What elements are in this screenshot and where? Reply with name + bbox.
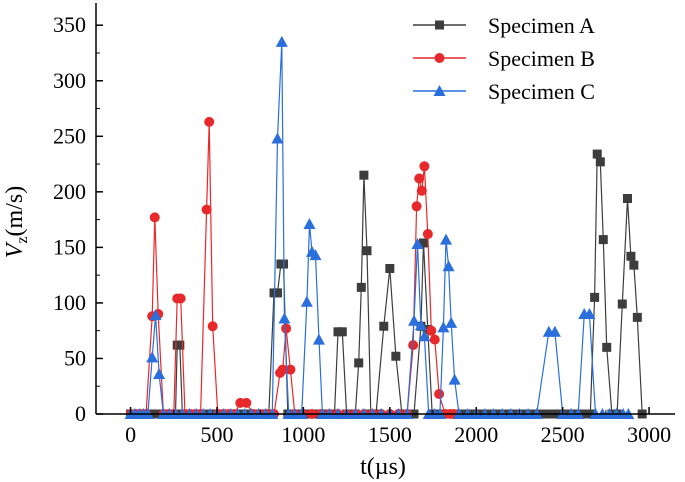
y-tick-label: 300 (53, 68, 86, 93)
legend-marker (435, 20, 444, 30)
data-point (416, 185, 427, 196)
data-point (548, 325, 561, 337)
x-tick-label: 1500 (368, 422, 412, 447)
legend-label: Specimen B (488, 46, 595, 71)
data-point (272, 288, 282, 298)
y-tick-label: 0 (75, 401, 86, 426)
data-point (207, 321, 218, 332)
data-point (629, 260, 639, 270)
data-point (419, 238, 429, 248)
data-point (419, 161, 430, 172)
data-point (312, 333, 325, 345)
y-tick-label: 100 (53, 290, 86, 315)
data-point (277, 364, 288, 375)
y-tick-label: 200 (53, 179, 86, 204)
data-point (354, 358, 364, 368)
data-point (590, 292, 600, 302)
data-point (175, 293, 186, 304)
x-tick-label: 2000 (454, 422, 498, 447)
data-point (617, 299, 627, 309)
data-point (592, 149, 602, 159)
y-axis-title: Vz(m/s) (2, 186, 31, 258)
data-point (300, 295, 313, 307)
x-tick-label: 0 (125, 422, 136, 447)
data-point (153, 368, 166, 380)
data-point (337, 327, 347, 337)
data-point (408, 314, 421, 326)
data-point (437, 321, 450, 333)
x-tick-label: 2500 (541, 422, 585, 447)
data-point (448, 373, 461, 385)
data-point (434, 389, 445, 400)
legend-entry: Specimen C (413, 79, 595, 104)
data-point (408, 340, 419, 351)
axes: 0 50 100 150 200 250 300 350 0 500 1000 1500 2000 250… (53, 3, 675, 447)
data-point (602, 342, 612, 352)
y-tick-label: 50 (64, 345, 86, 370)
data-point (362, 246, 372, 256)
data-point (309, 249, 322, 261)
legend-entry: Specimen A (413, 13, 595, 38)
y-tick-label: 150 (53, 234, 86, 259)
x-axis-title: t(µs) (360, 454, 406, 480)
data-point (414, 173, 425, 184)
data-point (632, 312, 642, 322)
data-point (356, 282, 366, 292)
data-point (241, 397, 252, 408)
x-tick-label: 500 (200, 422, 233, 447)
data-point (439, 233, 452, 245)
data-point (442, 260, 455, 272)
data-point (201, 204, 212, 215)
data-point (429, 334, 440, 345)
legend-label: Specimen A (488, 13, 595, 38)
data-point (622, 194, 632, 204)
data-point (204, 116, 215, 127)
data-point (583, 308, 596, 320)
data-point (418, 330, 431, 342)
legend-marker (433, 85, 446, 96)
x-tick-label: 1000 (281, 422, 325, 447)
data-point (281, 323, 292, 334)
data-point (149, 212, 160, 223)
legend-entry: Specimen B (413, 46, 595, 71)
data-point (278, 312, 291, 324)
data-point (175, 340, 185, 350)
data-point (598, 235, 608, 245)
data-point (426, 325, 437, 336)
legend-marker (434, 53, 445, 63)
legend: Specimen A Specimen B Specimen C (413, 13, 595, 104)
y-axis-title-sub: z (14, 236, 31, 243)
data-point (414, 319, 427, 331)
y-tick-label: 250 (53, 123, 86, 148)
data-point (626, 251, 636, 261)
data-point (379, 321, 389, 331)
data-point (422, 229, 433, 240)
data-point (385, 263, 395, 273)
data-point (303, 218, 316, 230)
legend-label: Specimen C (488, 79, 595, 104)
data-point (359, 170, 369, 180)
y-axis-title-unit: (m/s) (2, 186, 28, 237)
data-point (149, 309, 162, 321)
y-axis-title-main: V (2, 241, 28, 258)
data-point (595, 157, 605, 167)
data-point (271, 132, 284, 144)
data-point (285, 364, 296, 375)
data-point (411, 201, 422, 212)
data-point (275, 35, 288, 47)
data-point (391, 351, 401, 361)
data-point (411, 238, 424, 250)
data-point (445, 316, 458, 328)
data-point (146, 351, 159, 363)
x-tick-label: 3000 (627, 422, 671, 447)
series-2 (125, 116, 459, 419)
y-tick-label: 350 (53, 12, 86, 37)
